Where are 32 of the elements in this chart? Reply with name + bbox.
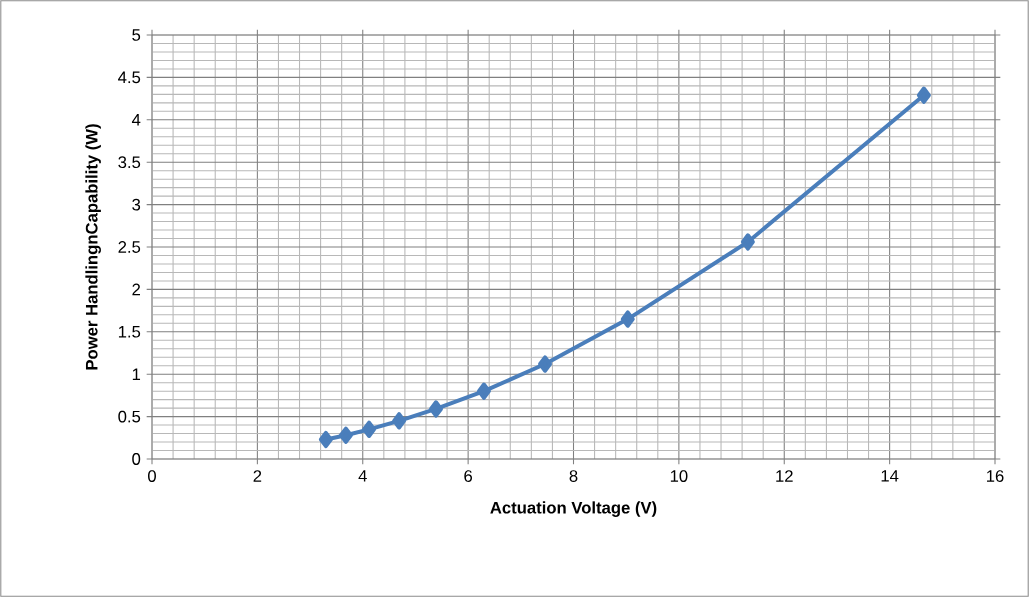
x-tick-label: 8: [569, 470, 578, 482]
x-tick-label: 2: [253, 470, 262, 482]
point: [338, 426, 353, 444]
x-tick-label: 6: [464, 470, 473, 482]
point: [740, 233, 755, 251]
x-tick-label: 14: [881, 470, 899, 482]
y-tick-label: 4: [131, 114, 141, 126]
y-tick-label: 3.5: [118, 156, 141, 169]
y-tick-label: 2.5: [118, 241, 141, 253]
y-tick-label: 2: [132, 283, 140, 296]
point: [428, 400, 443, 418]
x-tick-label: 16: [987, 470, 1004, 482]
y-tick-label: 3: [132, 198, 141, 211]
y-tick-label: 4.5: [118, 71, 141, 84]
point: [392, 412, 407, 430]
y-tick-label: 0.5: [118, 410, 141, 423]
y-tick-label: 1: [132, 368, 141, 380]
point: [476, 382, 491, 400]
point: [538, 355, 553, 373]
x-tick-label: 12: [776, 470, 793, 482]
y-tick-label: 0: [132, 453, 141, 465]
x-tick-label: 0: [148, 470, 156, 482]
point: [916, 86, 931, 104]
point: [620, 310, 635, 328]
point: [318, 430, 333, 449]
x-axis-title: Actuation Voltage (V): [490, 501, 657, 517]
y-tick-label: 5: [132, 29, 141, 41]
y-tick-label: 1.5: [118, 325, 141, 338]
x-tick-label: 10: [670, 470, 688, 482]
y-axis-title: Power HandlingnCapability (W): [85, 124, 101, 370]
x-tick-label: 4: [358, 470, 367, 482]
point: [362, 420, 377, 438]
